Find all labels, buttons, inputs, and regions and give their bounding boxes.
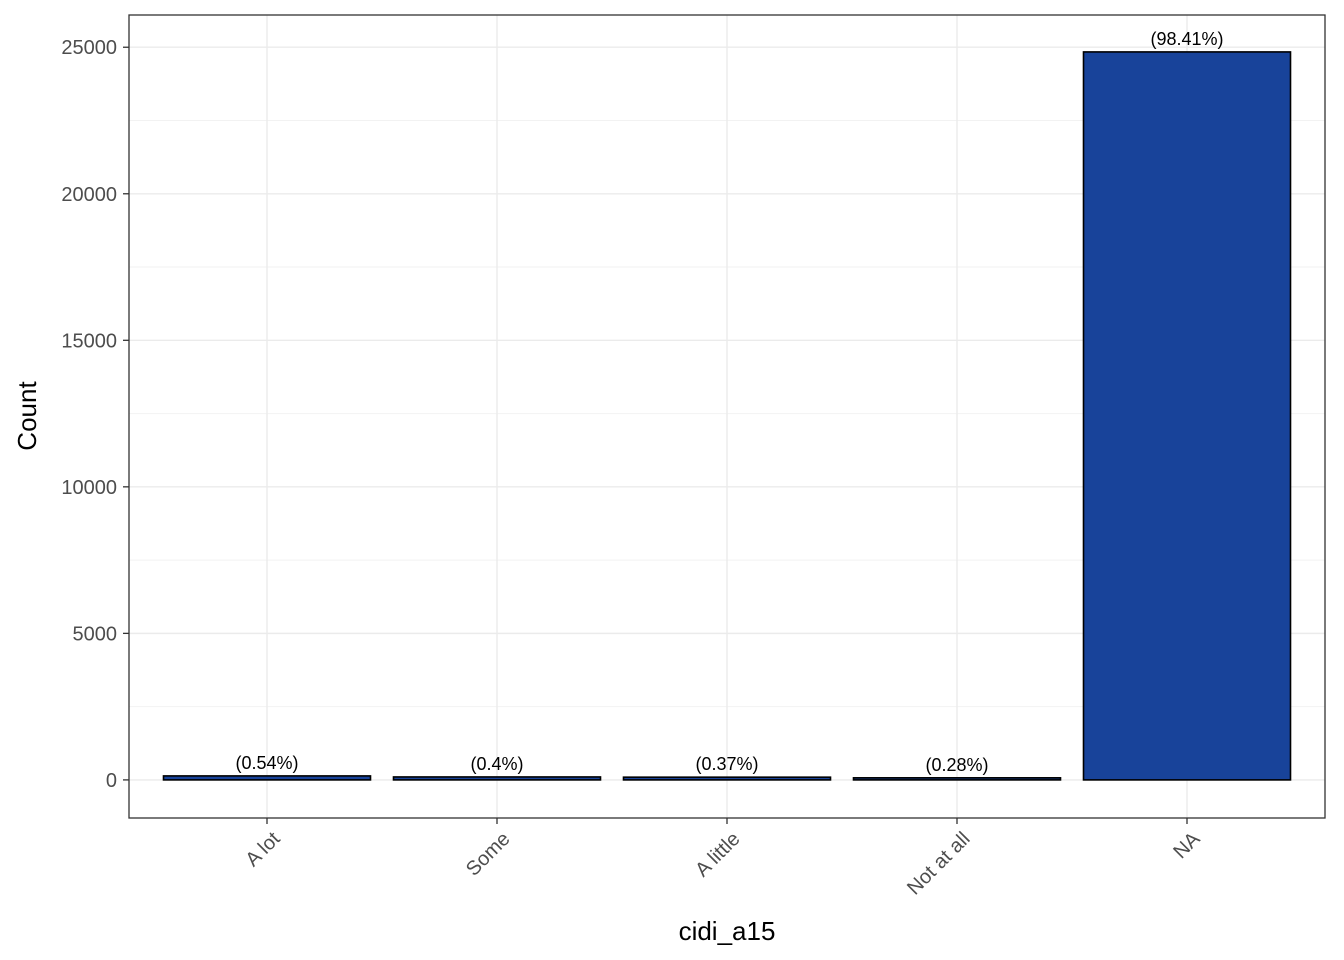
bar-data-label: (0.37%) <box>695 754 758 774</box>
y-axis: 0 5000 10000 15000 20000 25000 <box>61 37 129 792</box>
y-tick-label: 5000 <box>73 623 118 645</box>
y-axis-title: Count <box>12 381 42 451</box>
bar-data-label: (0.4%) <box>470 754 523 774</box>
y-tick-label: 10000 <box>61 477 117 499</box>
bar-data-label: (98.41%) <box>1150 29 1223 49</box>
bar <box>392 776 602 781</box>
bar-data-label: (0.54%) <box>235 753 298 773</box>
bar <box>162 775 372 781</box>
bar <box>852 777 1062 781</box>
bar <box>622 776 832 781</box>
x-axis-title: cidi_a15 <box>679 916 776 946</box>
bar-data-label: (0.28%) <box>925 755 988 775</box>
bars <box>162 51 1292 781</box>
y-tick-label: 0 <box>106 770 117 792</box>
bar <box>1082 51 1292 781</box>
y-tick-label: 15000 <box>61 330 117 352</box>
y-tick-label: 25000 <box>61 37 117 59</box>
y-tick-label: 20000 <box>61 184 117 206</box>
data-labels: (0.54%) (0.4%) (0.37%) (0.28%) (98.41%) <box>235 29 1223 775</box>
